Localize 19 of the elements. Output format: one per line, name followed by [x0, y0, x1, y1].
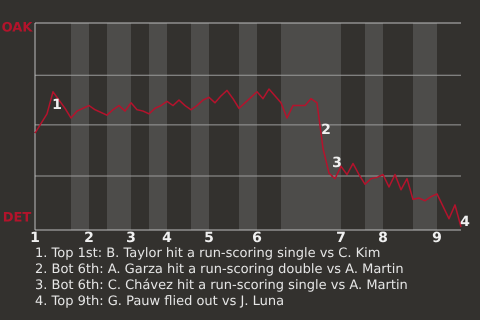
x-tick-label: 2 [84, 230, 94, 246]
annotation: 2 [321, 122, 331, 138]
x-tick-label: 1 [30, 230, 40, 246]
annotation: 3 [332, 155, 342, 171]
text: OAK [2, 20, 34, 36]
text: 1. Top 1st: B. Taylor hit a run-scoring single vs C. Kim [35, 246, 382, 262]
x-tick-label: 7 [336, 230, 346, 246]
text: 3. Bot 6th: C. Chávez hit a run-scoring single vs A. Martin [35, 278, 408, 294]
x-tick-label: 8 [378, 230, 388, 246]
x-tick-label: 5 [204, 230, 214, 246]
annotation: 4 [460, 214, 470, 230]
x-tick-label: 9 [432, 230, 442, 246]
text: 2. Bot 6th: A. Garza hit a run-scoring double vs A. Martin [35, 262, 405, 278]
annotation: 1 [52, 97, 62, 113]
text: 4. Top 9th: G. Pauw flied out vs J. Luna [35, 294, 286, 310]
text: DET [2, 210, 32, 226]
x-tick-label: 6 [252, 230, 262, 246]
x-tick-label: 4 [162, 230, 172, 246]
x-tick-label: 3 [126, 230, 136, 246]
